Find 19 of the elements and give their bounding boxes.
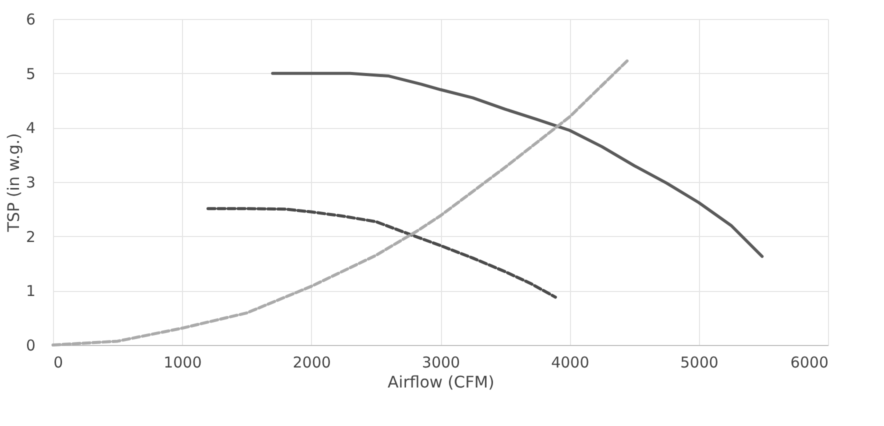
x-tick-label: 6000	[790, 354, 828, 372]
y-tick-label: 5	[26, 64, 36, 83]
x-tick-label: 3000	[422, 354, 460, 372]
line-series	[271, 72, 764, 258]
y-tick-label: 1	[26, 282, 36, 300]
y-tick-label: 4	[26, 119, 36, 138]
x-axis-title: Airflow (CFM)	[388, 372, 494, 392]
x-tick-label: 2000	[292, 354, 331, 372]
x-tick-label: 4000	[551, 354, 590, 372]
line-series	[206, 207, 557, 299]
y-tick-label: 6	[26, 10, 36, 28]
y-tick-label: 3	[26, 174, 36, 192]
x-tick-label: 0	[54, 354, 64, 372]
y-tick-label: 0	[26, 336, 36, 354]
x-tick-label: 5000	[680, 354, 718, 372]
y-axis-title: TSP (in w.g.)	[4, 133, 23, 233]
y-tick-label: 2	[26, 228, 36, 246]
line-series	[52, 58, 630, 346]
x-tick-label: 1000	[164, 354, 202, 372]
